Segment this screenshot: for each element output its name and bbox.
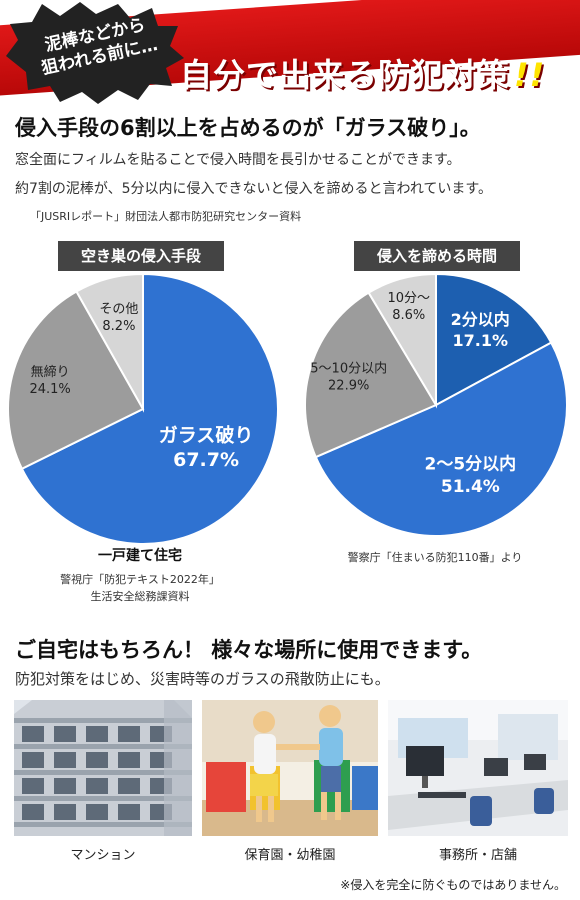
chart2-slice-0: [435, 272, 553, 407]
photo-nursery: [202, 700, 378, 836]
intro-line-2: 約7割の泥棒が、5分以内に侵入できないと侵入を諦めると言われています。: [15, 181, 493, 197]
disclaimer: ※侵入を完全に防ぐものではありません。: [340, 878, 566, 892]
header-banner: 泥棒などから 狙われる前に… 自分で出来る防犯対策!!: [0, 0, 580, 108]
chart2-slice-label-3: 10分～: [387, 291, 430, 306]
chart2-slice-value-0: 17.1%: [452, 331, 508, 350]
photo-caption-office: 事務所・店舗: [438, 848, 517, 863]
chart1-title: 空き巣の侵入手段: [58, 241, 224, 271]
chart1-slice-2: [75, 272, 144, 413]
chart1-slice-value-0: 67.7%: [173, 449, 239, 471]
chart2-slice-value-3: 8.6%: [392, 308, 425, 323]
photo-office: [388, 700, 568, 836]
chart1-slice-0: [20, 272, 279, 545]
photo-caption-nursery: 保育園・幼稚園: [244, 848, 336, 863]
usage-title: ご自宅はもちろん！ 様々な場所に使用できます。: [15, 638, 483, 662]
burst-shape: [6, 2, 184, 104]
intro-line-1: 窓全面にフィルムを貼ることで侵入時間を長引かせることができます。: [15, 152, 461, 168]
banner-exclamation: !!: [514, 56, 546, 94]
chart1-slice-value-1: 24.1%: [29, 382, 70, 397]
chart2-slice-value-2: 22.9%: [328, 378, 369, 393]
chart2-slice-1: [314, 341, 568, 537]
chart2-title: 侵入を諦める時間: [354, 241, 520, 271]
chart2-slice-2: [304, 291, 438, 459]
chart1-slice-label-2: その他: [99, 302, 138, 317]
chart2-slice-value-1: 51.4%: [441, 477, 500, 497]
chart1-slice-label-1: 無締り: [31, 364, 70, 380]
chart2-slice-label-2: 5～10分以内: [310, 360, 387, 376]
intro-source: 「JUSRIレポート」財団法人都市防犯研究センター資料: [30, 210, 302, 223]
chart2-slice-3: [367, 272, 437, 409]
banner-headline: 自分で出来る防犯対策!!: [180, 50, 545, 96]
banner-headline-text: 自分で出来る防犯対策: [180, 56, 511, 94]
photo-caption-apartment: マンション: [70, 848, 136, 863]
chart1-slice-label-0: ガラス破り: [159, 425, 254, 447]
intro-title: 侵入手段の6割以上を占めるのが「ガラス破り」。: [15, 116, 481, 140]
chart2-source: 警察庁「住まいる防犯110番」より: [347, 551, 523, 564]
chart2-slice-label-0: 2分以内: [451, 310, 510, 329]
chart1-slice-value-2: 8.2%: [102, 319, 135, 334]
photo-apartment: [14, 700, 192, 836]
chart1-slice-1: [7, 290, 145, 471]
chart1-source-1: 警視庁「防犯テキスト2022年」: [60, 573, 220, 586]
usage-subtitle: 防犯対策をはじめ、災害時等のガラスの飛散防止にも。: [15, 670, 390, 688]
chart1-source-2: 生活安全総務課資料: [90, 590, 190, 603]
chart2-slice-label-1: 2～5分以内: [425, 454, 517, 475]
chart1-caption: 一戸建て住宅: [98, 548, 182, 564]
